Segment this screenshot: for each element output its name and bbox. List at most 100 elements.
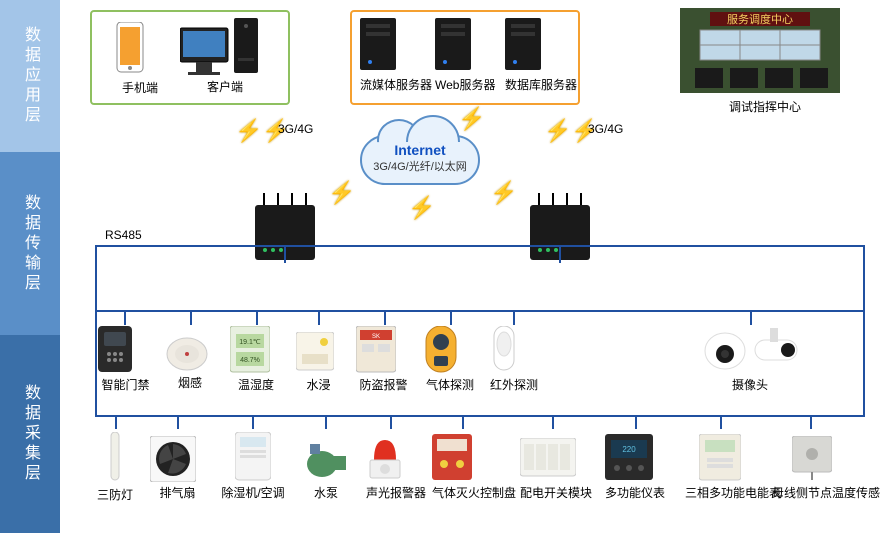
svg-text:220: 220	[622, 445, 636, 454]
cloud-title: Internet	[360, 142, 480, 158]
web-label: Web服务器	[435, 76, 495, 93]
dev-camera: 摄像头	[700, 326, 800, 393]
dev-alarm: SK 防盗报警	[356, 326, 411, 393]
fan-icon	[150, 436, 196, 482]
server-icon	[505, 18, 541, 74]
bus-line	[95, 245, 97, 310]
smoke-icon	[165, 332, 209, 372]
bolt-icon: ⚡	[408, 195, 435, 221]
dev-fan: 排气扇	[150, 436, 205, 501]
bolt-icon: ⚡	[458, 106, 485, 132]
bus-drop	[384, 310, 386, 325]
dev-siren: 声光报警器	[366, 440, 416, 501]
ir-icon	[488, 326, 520, 374]
dev-smoke: 烟感	[165, 332, 215, 391]
command-center: 服务调度中心 调试指挥中心	[680, 8, 850, 115]
bus-drop	[252, 415, 254, 429]
dehumid-icon	[235, 432, 271, 482]
server-icon	[360, 18, 396, 74]
db-label: 数据库服务器	[505, 76, 570, 93]
access-icon	[98, 326, 132, 374]
layer-collection: 数据采集层	[0, 335, 60, 533]
dev-pump: 水泵	[302, 440, 350, 501]
layer-application: 数据应用层	[0, 0, 60, 152]
mobile-client: 手机端	[115, 22, 165, 96]
bus-drop	[810, 415, 812, 429]
db-server: 数据库服务器	[505, 18, 570, 93]
dev-gasfire: 气体灭火控制盘	[432, 434, 494, 501]
internet-cloud: Internet 3G/4G/光纤/以太网	[360, 130, 480, 190]
center-label: 调试指挥中心	[680, 98, 850, 115]
command-center-icon: 服务调度中心	[680, 8, 840, 96]
dev-gas: 气体探测	[424, 326, 476, 393]
bus-drop	[450, 310, 452, 325]
bus-drop	[177, 415, 179, 429]
meter3-icon	[699, 434, 741, 482]
bus-line	[559, 245, 561, 263]
layer-transport: 数据传输层	[0, 152, 60, 335]
bus-drop	[190, 310, 192, 325]
light-icon	[105, 432, 125, 484]
dev-tempsensor: 母线侧节点温度传感器	[772, 436, 852, 501]
dev-light: 三防灯	[90, 432, 140, 503]
bus-drop	[750, 310, 752, 325]
svg-text:SK: SK	[372, 334, 380, 340]
alarm-icon: SK	[356, 326, 396, 374]
bus-line	[95, 415, 865, 417]
bus-drop	[256, 310, 258, 325]
bus-drop	[124, 310, 126, 325]
bus-line	[284, 245, 286, 263]
rs485-label: RS485	[105, 228, 142, 242]
dev-meter2: 三相多功能电能表	[685, 434, 755, 501]
bus-line	[95, 245, 865, 247]
bus-drop	[318, 310, 320, 325]
gas-icon	[424, 326, 458, 374]
phone-icon	[115, 22, 145, 77]
bus-drop	[115, 415, 117, 429]
server-icon	[435, 18, 471, 74]
meter-icon: 220	[605, 434, 653, 482]
bus-drop	[720, 415, 722, 429]
dev-temp: 19.1℃48.7% 温湿度	[230, 326, 282, 393]
temp-icon: 19.1℃ 48.7%	[230, 326, 270, 374]
dev-dehumid: 除湿机/空调	[218, 432, 288, 501]
dev-meter1: 220 多功能仪表	[605, 434, 665, 501]
camera-icon	[700, 326, 800, 374]
svg-text:19.1℃: 19.1℃	[239, 339, 261, 346]
dev-access: 智能门禁	[98, 326, 153, 393]
bus-line	[95, 310, 97, 415]
dev-water: 水浸	[296, 332, 341, 393]
net-right-label: 3G/4G	[588, 122, 623, 136]
pc-label: 客户端	[180, 78, 270, 95]
dev-ir: 红外探测	[488, 326, 540, 393]
bus-drop	[513, 310, 515, 325]
bus-line	[863, 245, 865, 310]
diagram-canvas: 手机端 客户端 流媒体服务器 Web服务器 数据库服务器 服务调度中心 调试指挥…	[60, 0, 880, 533]
bus-drop	[552, 415, 554, 429]
bolt-icon: ⚡	[328, 180, 355, 206]
cloud-sub: 3G/4G/光纤/以太网	[360, 158, 480, 174]
bus-drop	[325, 415, 327, 429]
web-server: Web服务器	[435, 18, 495, 93]
mobile-label: 手机端	[115, 79, 165, 96]
pump-icon	[302, 440, 348, 482]
media-label: 流媒体服务器	[360, 76, 425, 93]
layer-sidebar: 数据应用层 数据传输层 数据采集层	[0, 0, 60, 533]
tempnode-icon	[792, 436, 832, 482]
svg-text:48.7%: 48.7%	[240, 357, 260, 364]
bus-drop	[462, 415, 464, 429]
water-icon	[296, 332, 334, 374]
pc-client: 客户端	[180, 18, 270, 95]
bolt-icon: ⚡	[490, 180, 517, 206]
bus-line	[863, 310, 865, 415]
bus-drop	[635, 415, 637, 429]
gasfire-icon	[432, 434, 472, 482]
bus-drop	[390, 415, 392, 429]
siren-icon	[366, 440, 404, 482]
svg-text:服务调度中心: 服务调度中心	[727, 12, 793, 26]
net-left-label: 3G/4G	[278, 122, 313, 136]
media-server: 流媒体服务器	[360, 18, 425, 93]
pc-icon	[180, 18, 260, 76]
dev-switch: 配电开关模块	[520, 438, 585, 501]
switch-icon	[520, 438, 576, 482]
